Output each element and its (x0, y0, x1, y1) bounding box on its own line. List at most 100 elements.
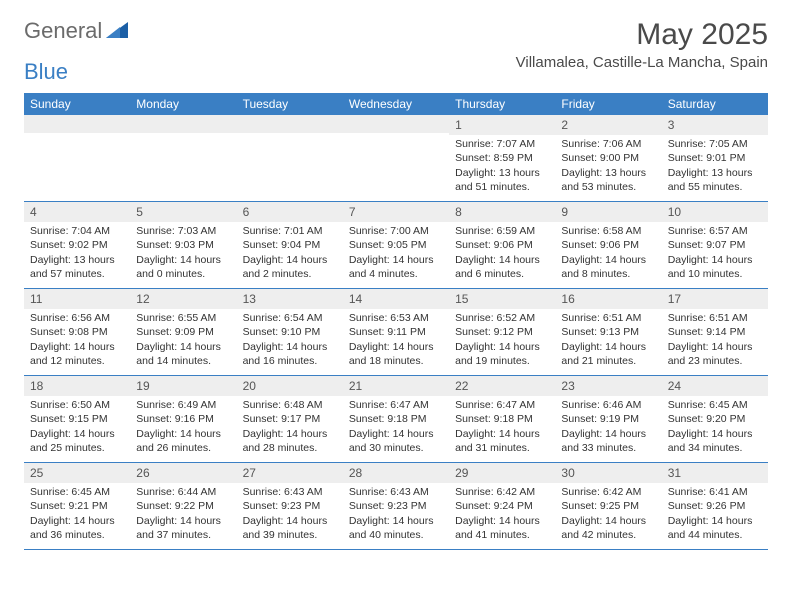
sunset-text: Sunset: 9:22 PM (136, 499, 230, 513)
daylight-text: Daylight: 14 hours and 6 minutes. (455, 253, 549, 281)
day-number: 22 (449, 376, 555, 396)
day-cell: 23Sunrise: 6:46 AMSunset: 9:19 PMDayligh… (555, 376, 661, 462)
day-cell: 19Sunrise: 6:49 AMSunset: 9:16 PMDayligh… (130, 376, 236, 462)
sunrise-text: Sunrise: 6:44 AM (136, 485, 230, 499)
day-body: Sunrise: 7:00 AMSunset: 9:05 PMDaylight:… (343, 222, 449, 287)
day-cell (130, 115, 236, 201)
sunset-text: Sunset: 9:24 PM (455, 499, 549, 513)
day-cell: 15Sunrise: 6:52 AMSunset: 9:12 PMDayligh… (449, 289, 555, 375)
day-cell (237, 115, 343, 201)
week-row: 25Sunrise: 6:45 AMSunset: 9:21 PMDayligh… (24, 463, 768, 550)
sunrise-text: Sunrise: 7:04 AM (30, 224, 124, 238)
day-number (237, 115, 343, 133)
sunset-text: Sunset: 9:17 PM (243, 412, 337, 426)
sunset-text: Sunset: 9:23 PM (243, 499, 337, 513)
sunrise-text: Sunrise: 6:59 AM (455, 224, 549, 238)
weekday-tue: Tuesday (237, 93, 343, 115)
sunset-text: Sunset: 9:05 PM (349, 238, 443, 252)
day-number (130, 115, 236, 133)
daylight-text: Daylight: 13 hours and 57 minutes. (30, 253, 124, 281)
week-row: 11Sunrise: 6:56 AMSunset: 9:08 PMDayligh… (24, 289, 768, 376)
calendar-grid: Sunday Monday Tuesday Wednesday Thursday… (24, 93, 768, 550)
day-body (237, 133, 343, 193)
sunrise-text: Sunrise: 6:50 AM (30, 398, 124, 412)
day-number: 30 (555, 463, 661, 483)
sunset-text: Sunset: 9:06 PM (455, 238, 549, 252)
sunrise-text: Sunrise: 6:43 AM (349, 485, 443, 499)
daylight-text: Daylight: 14 hours and 16 minutes. (243, 340, 337, 368)
day-number: 13 (237, 289, 343, 309)
daylight-text: Daylight: 14 hours and 28 minutes. (243, 427, 337, 455)
day-number: 18 (24, 376, 130, 396)
sunrise-text: Sunrise: 6:53 AM (349, 311, 443, 325)
day-number: 20 (237, 376, 343, 396)
daylight-text: Daylight: 14 hours and 10 minutes. (668, 253, 762, 281)
calendar-page: General May 2025 Villamalea, Castille-La… (0, 0, 792, 568)
day-body: Sunrise: 6:57 AMSunset: 9:07 PMDaylight:… (662, 222, 768, 287)
sunset-text: Sunset: 9:14 PM (668, 325, 762, 339)
day-body: Sunrise: 6:41 AMSunset: 9:26 PMDaylight:… (662, 483, 768, 548)
day-body: Sunrise: 6:51 AMSunset: 9:14 PMDaylight:… (662, 309, 768, 374)
week-row: 18Sunrise: 6:50 AMSunset: 9:15 PMDayligh… (24, 376, 768, 463)
day-cell (343, 115, 449, 201)
day-body: Sunrise: 7:05 AMSunset: 9:01 PMDaylight:… (662, 135, 768, 200)
sunrise-text: Sunrise: 6:43 AM (243, 485, 337, 499)
day-number: 11 (24, 289, 130, 309)
day-cell: 21Sunrise: 6:47 AMSunset: 9:18 PMDayligh… (343, 376, 449, 462)
day-cell: 25Sunrise: 6:45 AMSunset: 9:21 PMDayligh… (24, 463, 130, 549)
location-label: Villamalea, Castille-La Mancha, Spain (516, 54, 768, 71)
daylight-text: Daylight: 14 hours and 37 minutes. (136, 514, 230, 542)
day-cell: 13Sunrise: 6:54 AMSunset: 9:10 PMDayligh… (237, 289, 343, 375)
day-number: 5 (130, 202, 236, 222)
sunset-text: Sunset: 9:18 PM (349, 412, 443, 426)
daylight-text: Daylight: 13 hours and 55 minutes. (668, 166, 762, 194)
sunrise-text: Sunrise: 6:55 AM (136, 311, 230, 325)
sunset-text: Sunset: 9:08 PM (30, 325, 124, 339)
day-number: 2 (555, 115, 661, 135)
day-body: Sunrise: 6:47 AMSunset: 9:18 PMDaylight:… (449, 396, 555, 461)
title-block: May 2025 Villamalea, Castille-La Mancha,… (516, 18, 768, 71)
day-body: Sunrise: 7:04 AMSunset: 9:02 PMDaylight:… (24, 222, 130, 287)
day-body: Sunrise: 6:56 AMSunset: 9:08 PMDaylight:… (24, 309, 130, 374)
sunset-text: Sunset: 9:19 PM (561, 412, 655, 426)
daylight-text: Daylight: 14 hours and 40 minutes. (349, 514, 443, 542)
day-number: 29 (449, 463, 555, 483)
day-number (24, 115, 130, 133)
day-body: Sunrise: 6:49 AMSunset: 9:16 PMDaylight:… (130, 396, 236, 461)
day-body: Sunrise: 7:07 AMSunset: 8:59 PMDaylight:… (449, 135, 555, 200)
daylight-text: Daylight: 14 hours and 4 minutes. (349, 253, 443, 281)
day-cell: 5Sunrise: 7:03 AMSunset: 9:03 PMDaylight… (130, 202, 236, 288)
day-body: Sunrise: 6:54 AMSunset: 9:10 PMDaylight:… (237, 309, 343, 374)
day-body: Sunrise: 6:58 AMSunset: 9:06 PMDaylight:… (555, 222, 661, 287)
day-cell: 12Sunrise: 6:55 AMSunset: 9:09 PMDayligh… (130, 289, 236, 375)
sunset-text: Sunset: 9:01 PM (668, 151, 762, 165)
day-cell (24, 115, 130, 201)
day-number: 8 (449, 202, 555, 222)
daylight-text: Daylight: 14 hours and 19 minutes. (455, 340, 549, 368)
day-number: 7 (343, 202, 449, 222)
day-body: Sunrise: 6:51 AMSunset: 9:13 PMDaylight:… (555, 309, 661, 374)
day-cell: 18Sunrise: 6:50 AMSunset: 9:15 PMDayligh… (24, 376, 130, 462)
day-number: 15 (449, 289, 555, 309)
sunrise-text: Sunrise: 6:42 AM (455, 485, 549, 499)
weekday-mon: Monday (130, 93, 236, 115)
day-number: 6 (237, 202, 343, 222)
daylight-text: Daylight: 14 hours and 23 minutes. (668, 340, 762, 368)
day-body: Sunrise: 6:45 AMSunset: 9:20 PMDaylight:… (662, 396, 768, 461)
day-cell: 27Sunrise: 6:43 AMSunset: 9:23 PMDayligh… (237, 463, 343, 549)
day-cell: 3Sunrise: 7:05 AMSunset: 9:01 PMDaylight… (662, 115, 768, 201)
sunset-text: Sunset: 9:07 PM (668, 238, 762, 252)
weekday-header-row: Sunday Monday Tuesday Wednesday Thursday… (24, 93, 768, 115)
daylight-text: Daylight: 14 hours and 12 minutes. (30, 340, 124, 368)
sunset-text: Sunset: 9:16 PM (136, 412, 230, 426)
sunset-text: Sunset: 9:25 PM (561, 499, 655, 513)
day-cell: 7Sunrise: 7:00 AMSunset: 9:05 PMDaylight… (343, 202, 449, 288)
sunrise-text: Sunrise: 6:51 AM (561, 311, 655, 325)
day-cell: 31Sunrise: 6:41 AMSunset: 9:26 PMDayligh… (662, 463, 768, 549)
day-number: 10 (662, 202, 768, 222)
sunrise-text: Sunrise: 6:47 AM (349, 398, 443, 412)
day-body: Sunrise: 6:47 AMSunset: 9:18 PMDaylight:… (343, 396, 449, 461)
sunrise-text: Sunrise: 7:05 AM (668, 137, 762, 151)
sunrise-text: Sunrise: 6:47 AM (455, 398, 549, 412)
day-cell: 30Sunrise: 6:42 AMSunset: 9:25 PMDayligh… (555, 463, 661, 549)
